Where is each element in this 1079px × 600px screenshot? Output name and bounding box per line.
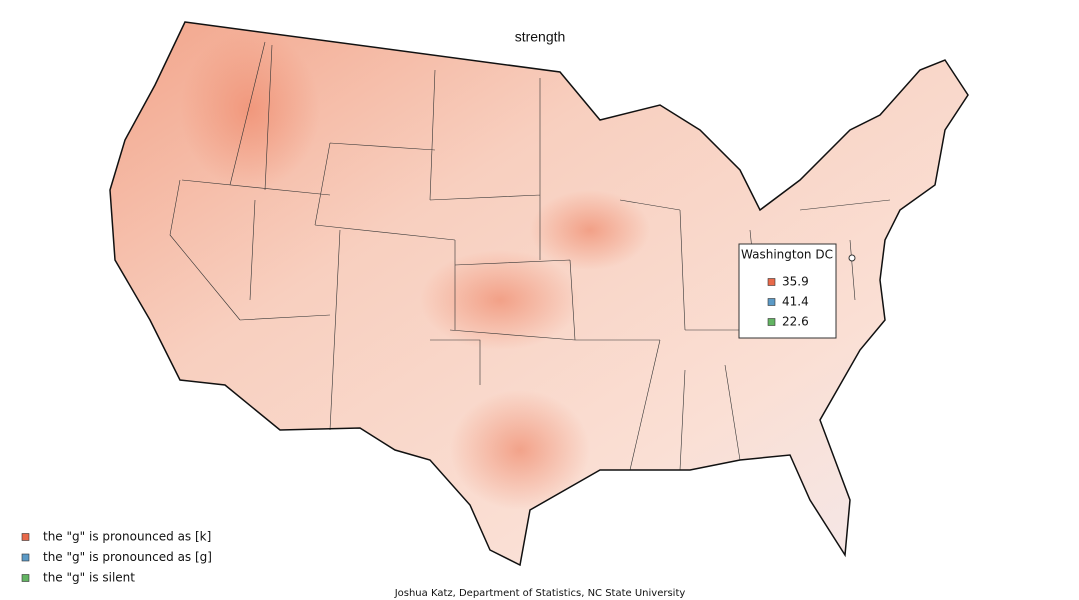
tooltip-swatch [767,278,776,286]
legend-label: the "g" is pronounced as [g] [43,550,212,564]
tooltip-value: 22.6 [782,315,809,329]
legend: the "g" is pronounced as [k] the "g" is p… [21,530,212,585]
legend-label: the "g" is pronounced as [k] [43,530,211,544]
tooltip: Washington DC 35.9 41.4 22.6 [738,243,837,339]
tooltip-box [738,243,837,339]
tooltip-title: Washington DC [741,248,833,262]
credit: Joshua Katz, Department of Statistics, N… [394,588,686,599]
dc-marker[interactable] [848,254,856,262]
legend-swatch [21,574,30,582]
legend-label: the "g" is silent [43,571,135,585]
tooltip-value: 41.4 [782,295,809,309]
legend-swatch [21,533,30,541]
tooltip-swatch [767,318,776,326]
map-title: strength [515,29,566,45]
legend-swatch [21,553,30,562]
tooltip-value: 35.9 [782,275,809,289]
tooltip-swatch [767,298,776,306]
